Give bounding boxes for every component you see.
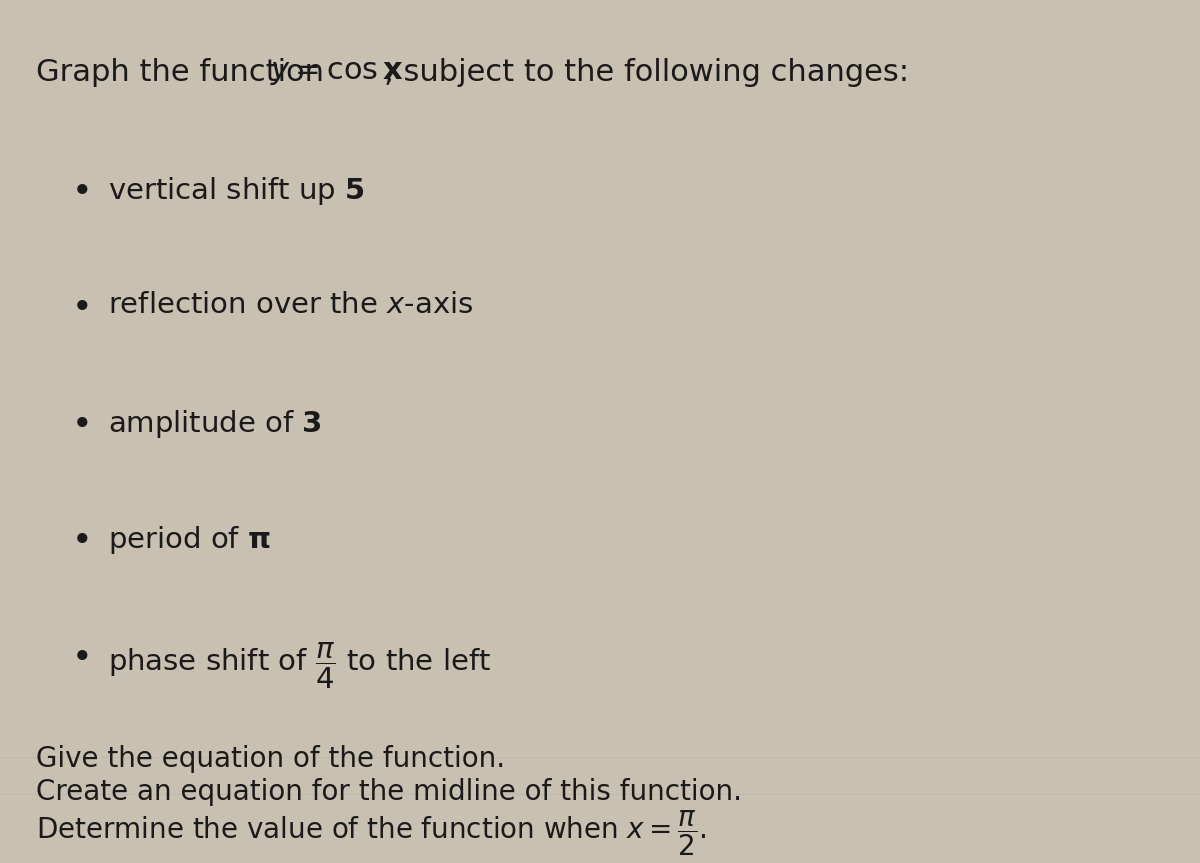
Text: amplitude of $\mathbf{3}$: amplitude of $\mathbf{3}$ xyxy=(108,407,322,439)
Text: Determine the value of the function when $x=\dfrac{\pi}{2}.$: Determine the value of the function when… xyxy=(36,809,707,859)
Text: •: • xyxy=(72,524,92,558)
Text: •: • xyxy=(72,407,92,442)
Text: Create an equation for the midline of this function.: Create an equation for the midline of th… xyxy=(36,778,742,806)
Text: vertical shift up $\mathbf{5}$: vertical shift up $\mathbf{5}$ xyxy=(108,174,365,207)
Text: phase shift of $\dfrac{\pi}{4}$ to the left: phase shift of $\dfrac{\pi}{4}$ to the l… xyxy=(108,640,491,690)
Text: •: • xyxy=(72,291,92,325)
Text: period of $\mathbf{\pi}$: period of $\mathbf{\pi}$ xyxy=(108,524,271,556)
Text: •: • xyxy=(72,174,92,209)
Text: $y=\mathbf{\cos x}$: $y=\mathbf{\cos x}$ xyxy=(270,58,403,87)
Text: , subject to the following changes:: , subject to the following changes: xyxy=(384,58,910,87)
Text: •: • xyxy=(72,640,92,675)
Text: reflection over the $x$-axis: reflection over the $x$-axis xyxy=(108,291,473,319)
Text: Graph the function: Graph the function xyxy=(36,58,334,87)
Text: Give the equation of the function.: Give the equation of the function. xyxy=(36,745,505,772)
